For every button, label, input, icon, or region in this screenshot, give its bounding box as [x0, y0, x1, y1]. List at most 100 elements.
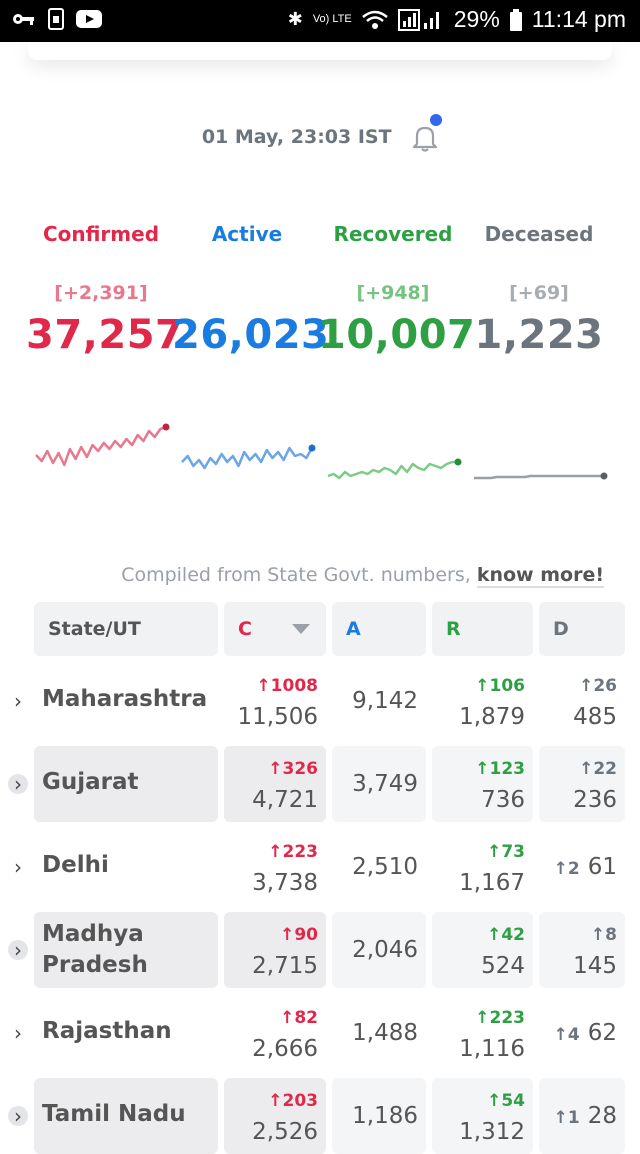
confirmed-delta: ↑326 — [268, 759, 318, 779]
deceased-inline: ↑4 62 — [539, 1020, 617, 1046]
stat-label: Deceased — [484, 222, 594, 246]
confirmed-delta: ↑1008 — [256, 676, 318, 696]
stat-active: Active 26,023 — [172, 222, 329, 358]
last-updated: 01 May, 23:03 IST — [0, 114, 640, 152]
expand-chevron-icon[interactable]: › — [8, 774, 28, 794]
header-deceased[interactable]: D — [539, 602, 625, 656]
expand-chevron-icon[interactable]: › — [14, 855, 22, 879]
signal-icon — [397, 8, 439, 31]
stat-value: 10,007 — [318, 312, 476, 358]
expand-chevron-icon[interactable]: › — [14, 1021, 22, 1045]
header-active[interactable]: A — [332, 602, 426, 656]
clock: 11:14 pm — [531, 6, 626, 32]
wifi-icon — [361, 10, 388, 29]
cell-bg — [34, 912, 218, 988]
recovered-value: 524 — [481, 953, 525, 979]
deceased-inline: ↑2 61 — [539, 854, 617, 880]
volte-icon: Vo) LTE — [312, 13, 352, 25]
notification-dot — [430, 114, 443, 126]
recovered-delta: ↑106 — [475, 676, 525, 696]
confirmed-delta: ↑223 — [268, 842, 318, 862]
active-value: 1,488 — [352, 1020, 418, 1046]
deceased-sparkline-end-dot — [600, 472, 608, 480]
deceased-delta: ↑1 — [553, 1108, 580, 1128]
cell-bg — [224, 746, 326, 822]
deceased-sparkline — [474, 474, 604, 480]
stat-label: Active — [211, 222, 283, 246]
expand-chevron-icon[interactable]: › — [8, 940, 28, 960]
confirmed-delta: ↑82 — [280, 1008, 318, 1028]
confirmed-sparkline — [35, 425, 167, 467]
deceased-value: 236 — [573, 787, 617, 813]
cell-bg — [224, 912, 326, 988]
confirmed-value: 2,666 — [252, 1036, 318, 1062]
know-more-link[interactable]: know more! — [476, 564, 604, 588]
header-confirmed-label: C — [238, 618, 252, 640]
header-state[interactable]: State/UT — [34, 602, 218, 656]
deceased-delta: ↑2 — [553, 859, 580, 879]
expand-chevron-icon[interactable]: › — [14, 689, 22, 713]
header-active-label: A — [346, 618, 361, 640]
sparklines — [35, 423, 608, 480]
bell-icon[interactable] — [412, 114, 443, 152]
youtube-icon — [76, 10, 102, 28]
active-value: 9,142 — [352, 688, 418, 714]
confirmed-value: 3,738 — [252, 870, 318, 896]
header-recovered-label: R — [446, 618, 461, 640]
active-value: 2,046 — [352, 937, 418, 963]
stat-label: Recovered — [333, 222, 453, 246]
last-updated-text: 01 May, 23:03 IST — [201, 126, 392, 148]
header-state-label: State/UT — [48, 618, 141, 640]
stat-confirmed: Confirmed [+2,391] 37,257 — [26, 222, 184, 358]
stat-value: 37,257 — [26, 312, 184, 358]
status-bar: ✱ Vo) LTE 29% 11:14 pm — [0, 0, 640, 42]
recovered-delta: ↑223 — [475, 1008, 525, 1028]
confirmed-value: 2,526 — [252, 1119, 318, 1145]
active-value: 3,749 — [352, 771, 418, 797]
cell-bg — [332, 746, 426, 822]
state-name: Tamil Nadu — [42, 1101, 186, 1127]
stat-label: Confirmed — [42, 222, 160, 246]
deceased-value: 485 — [573, 704, 617, 730]
confirmed-value: 11,506 — [237, 704, 318, 730]
battery-icon — [509, 8, 522, 31]
sort-down-icon — [292, 624, 310, 634]
confirmed-delta: ↑90 — [280, 925, 318, 945]
header-confirmed[interactable]: C — [224, 602, 326, 656]
stat-delta: [+69] — [509, 282, 569, 304]
state-name: Maharashtra — [42, 686, 208, 712]
recovered-delta: ↑42 — [487, 925, 525, 945]
deceased-value: 62 — [587, 1020, 617, 1046]
deceased-delta: ↑4 — [553, 1025, 580, 1045]
recovered-value: 736 — [481, 787, 525, 813]
recovered-delta: ↑54 — [487, 1091, 525, 1111]
compiled-note: Compiled from State Govt. numbers, know … — [0, 564, 604, 588]
stat-delta: [+2,391] — [54, 282, 148, 304]
recovered-sparkline-end-dot — [454, 458, 462, 466]
stat-recovered: Recovered [+948] 10,007 — [318, 222, 476, 358]
recovered-value: 1,116 — [459, 1036, 525, 1062]
confirmed-sparkline-end-dot — [162, 423, 170, 431]
cell-bg — [539, 912, 625, 988]
confirmed-value: 4,721 — [252, 787, 318, 813]
expand-chevron-icon[interactable]: › — [8, 1106, 28, 1126]
deceased-value: 28 — [587, 1103, 617, 1129]
battery-percent: 29% — [453, 6, 500, 32]
state-name: Madhya Pradesh — [42, 921, 148, 978]
deceased-value: 145 — [573, 953, 617, 979]
header-recovered[interactable]: R — [432, 602, 533, 656]
stat-delta — [172, 282, 322, 312]
deceased-value: 61 — [587, 854, 617, 880]
recovered-delta: ↑73 — [487, 842, 525, 862]
cell-bg — [432, 912, 533, 988]
active-sparkline — [181, 446, 314, 470]
compiled-text: Compiled from State Govt. numbers, — [121, 564, 477, 586]
recovered-sparkline — [327, 460, 458, 480]
deceased-delta: ↑22 — [579, 759, 617, 779]
recovered-delta: ↑123 — [475, 759, 525, 779]
header-deceased-label: D — [553, 618, 569, 640]
sim-settings-icon — [48, 8, 64, 30]
deceased-inline: ↑1 28 — [539, 1103, 617, 1129]
state-name: Delhi — [42, 852, 109, 878]
cell-bg — [539, 746, 625, 822]
